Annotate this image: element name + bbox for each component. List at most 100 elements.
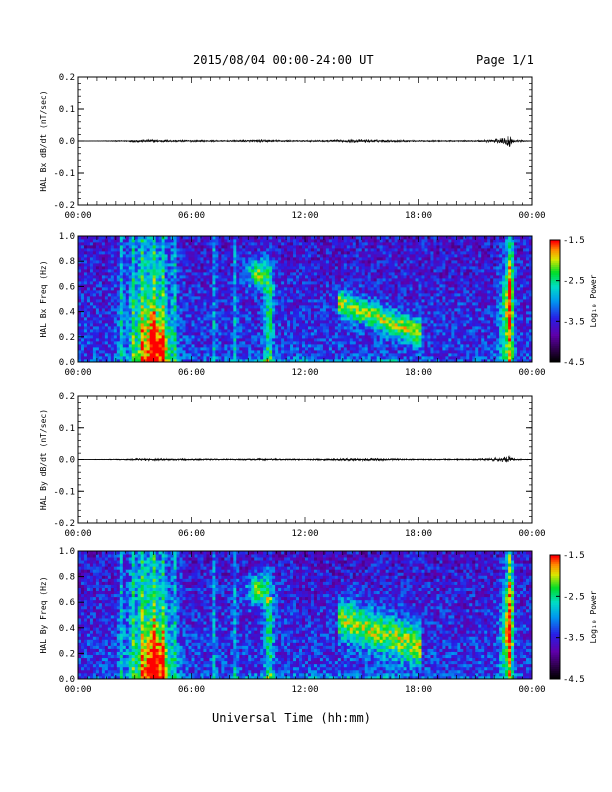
spectrogram-cell bbox=[80, 290, 85, 294]
spectrogram-cell bbox=[137, 287, 142, 291]
spectrogram-cell bbox=[203, 284, 207, 288]
spectrogram-cell bbox=[116, 314, 121, 318]
spectrogram-cell bbox=[418, 326, 422, 330]
spectrogram-cell bbox=[364, 236, 369, 240]
spectrogram-cell bbox=[140, 317, 145, 321]
spectrogram-cell bbox=[125, 305, 130, 309]
spectrogram-cell bbox=[272, 341, 276, 345]
spectrogram-cell bbox=[215, 347, 219, 351]
spectrogram-cell bbox=[305, 305, 309, 309]
spectrogram-cell bbox=[257, 254, 261, 258]
spectrogram-cell bbox=[89, 317, 94, 321]
spectrogram-cell bbox=[302, 248, 306, 252]
spectrogram-cell bbox=[173, 266, 177, 270]
spectrogram-cell bbox=[302, 311, 306, 315]
spectrogram-cell bbox=[164, 296, 169, 300]
spectrogram-cell bbox=[290, 326, 294, 330]
spectrogram-cell bbox=[242, 344, 246, 348]
spectrogram-cell bbox=[334, 311, 339, 315]
spectrogram-cell bbox=[233, 311, 237, 315]
spectrogram-cell bbox=[95, 287, 100, 291]
spectrogram-cell bbox=[340, 335, 345, 339]
spectrogram-cell bbox=[331, 284, 336, 288]
spectrogram-cell bbox=[325, 341, 330, 345]
spectrogram-cell bbox=[95, 245, 100, 249]
spectrogram-cell bbox=[310, 311, 315, 315]
spectrogram-cell bbox=[107, 263, 112, 267]
spectrogram-cell bbox=[158, 308, 163, 312]
spectrogram-cell bbox=[272, 320, 276, 324]
spectrogram-cell bbox=[370, 332, 375, 336]
spectrogram-cell bbox=[358, 272, 363, 276]
spectrogram-cell bbox=[346, 281, 351, 285]
spectrogram-cell bbox=[352, 359, 357, 363]
spectrogram-cell bbox=[260, 359, 264, 363]
spectrogram-cell bbox=[409, 272, 413, 276]
spectrogram-cell bbox=[376, 245, 381, 249]
spectrogram-cell bbox=[367, 236, 372, 240]
spectrogram-cell bbox=[185, 350, 189, 354]
spectrogram-cell bbox=[86, 257, 91, 261]
spectrogram-cell bbox=[200, 293, 204, 297]
spectrogram-cell bbox=[170, 296, 174, 300]
spectrogram-cell bbox=[164, 266, 169, 270]
spectrogram-cell bbox=[230, 329, 234, 333]
spectrogram-cell bbox=[293, 254, 297, 258]
spectrogram-cell bbox=[284, 353, 288, 357]
spectrogram-cell bbox=[209, 326, 213, 330]
spectrogram-cell bbox=[349, 257, 354, 261]
spectrogram-cell bbox=[406, 278, 410, 282]
spectrogram-cell bbox=[101, 272, 106, 276]
spectrogram-cell bbox=[397, 254, 401, 258]
spectrogram-cell bbox=[179, 320, 183, 324]
spectrogram-cell bbox=[284, 347, 288, 351]
spectrogram-cell bbox=[152, 353, 157, 357]
spectrogram-cell bbox=[197, 281, 201, 285]
spectrogram-cell bbox=[197, 335, 201, 339]
spectrogram-cell bbox=[394, 254, 398, 258]
spectrogram-cell bbox=[194, 338, 198, 342]
spectrogram-cell bbox=[409, 338, 413, 342]
spectrogram-cell bbox=[239, 332, 243, 336]
spectrogram-cell bbox=[310, 356, 315, 360]
spectrogram-cell bbox=[281, 263, 285, 267]
spectrogram-cell bbox=[203, 347, 207, 351]
spectrogram-cell bbox=[296, 269, 300, 273]
spectrogram-cell bbox=[200, 323, 204, 327]
spectrogram-cell bbox=[343, 254, 348, 258]
spectrogram-cell bbox=[248, 326, 252, 330]
spectrogram-cell bbox=[194, 335, 198, 339]
spectrogram-cell bbox=[281, 350, 285, 354]
spectrogram-cell bbox=[254, 356, 258, 360]
spectrogram-cell bbox=[331, 314, 336, 318]
spectrogram-cell bbox=[257, 287, 261, 291]
spectrogram-cell bbox=[125, 359, 130, 363]
spectrogram-cell bbox=[272, 299, 276, 303]
spectrogram-cell bbox=[316, 248, 321, 252]
spectrogram-cell bbox=[236, 236, 240, 240]
spectrogram-cell bbox=[254, 281, 258, 285]
spectrogram-cell bbox=[403, 242, 407, 246]
spectrogram-cell bbox=[92, 329, 97, 333]
spectrogram-cell bbox=[230, 281, 234, 285]
spectrogram-cell bbox=[122, 317, 127, 321]
spectrogram-cell bbox=[83, 341, 88, 345]
spectrogram-cell bbox=[415, 359, 419, 363]
spectrogram-cell bbox=[110, 296, 115, 300]
spectrogram-cell bbox=[281, 260, 285, 264]
spectrogram-cell bbox=[373, 272, 378, 276]
spectrogram-cell bbox=[367, 350, 372, 354]
spectrogram-cell bbox=[194, 266, 198, 270]
spectrogram-cell bbox=[164, 359, 169, 363]
spectrogram-cell bbox=[197, 353, 201, 357]
spectrogram-cell bbox=[385, 335, 390, 339]
spectrogram-cell bbox=[409, 290, 413, 294]
spectrogram-cell bbox=[137, 257, 142, 261]
spectrogram-cell bbox=[89, 332, 94, 336]
spectrogram-cell bbox=[152, 242, 157, 246]
spectrogram-cell bbox=[343, 257, 348, 261]
spectrogram-cell bbox=[206, 335, 210, 339]
spectrogram-cell bbox=[340, 242, 345, 246]
spectrogram-cell bbox=[218, 311, 222, 315]
spectrogram-cell bbox=[245, 299, 249, 303]
